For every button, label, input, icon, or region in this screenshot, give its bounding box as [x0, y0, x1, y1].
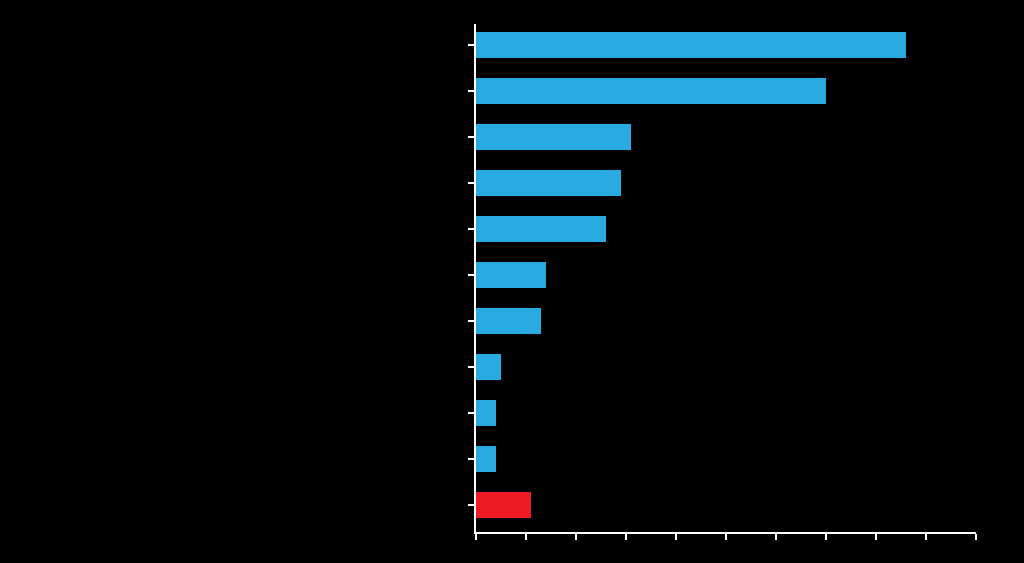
y-tick — [468, 228, 474, 230]
bar — [476, 308, 541, 334]
x-tick — [875, 534, 877, 540]
bar-chart — [0, 0, 1024, 563]
bar — [476, 32, 906, 58]
y-tick — [468, 182, 474, 184]
x-tick — [975, 534, 977, 540]
plot-area — [476, 24, 976, 532]
y-tick — [468, 320, 474, 322]
y-tick — [468, 44, 474, 46]
y-tick — [468, 136, 474, 138]
x-tick — [625, 534, 627, 540]
bar — [476, 492, 531, 518]
bar — [476, 354, 501, 380]
bar — [476, 170, 621, 196]
y-tick — [468, 366, 474, 368]
x-tick — [925, 534, 927, 540]
bar — [476, 124, 631, 150]
y-tick — [468, 90, 474, 92]
bar — [476, 262, 546, 288]
x-tick — [725, 534, 727, 540]
bar — [476, 216, 606, 242]
y-tick — [468, 458, 474, 460]
x-tick — [775, 534, 777, 540]
x-tick — [575, 534, 577, 540]
bar — [476, 400, 496, 426]
x-tick — [475, 534, 477, 540]
y-tick — [468, 274, 474, 276]
x-tick — [675, 534, 677, 540]
y-tick — [468, 504, 474, 506]
bar — [476, 78, 826, 104]
bar — [476, 446, 496, 472]
x-tick — [825, 534, 827, 540]
x-tick — [525, 534, 527, 540]
y-tick — [468, 412, 474, 414]
